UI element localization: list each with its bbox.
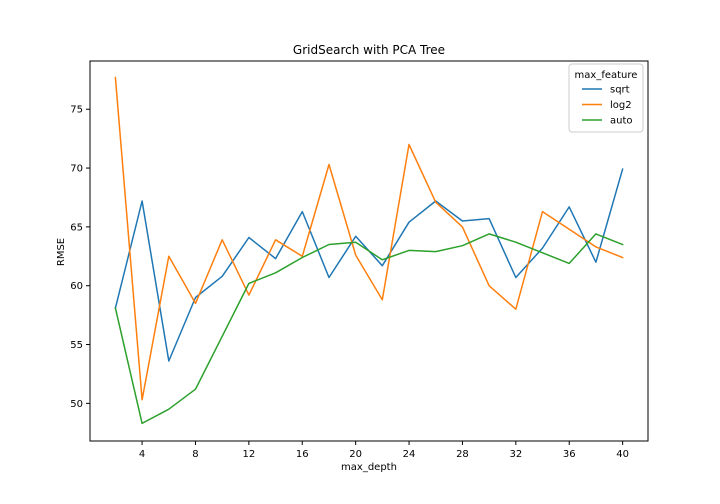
legend-label-log2: log2 [610, 100, 632, 111]
x-tick-label: 16 [296, 449, 309, 460]
y-tick-label: 50 [70, 399, 83, 410]
series-line-auto [114, 233, 624, 425]
x-tick-label: 4 [139, 449, 145, 460]
x-tick-label: 20 [349, 449, 362, 460]
x-tick-label: 40 [616, 449, 629, 460]
x-axis-title: max_depth [341, 462, 397, 473]
legend-label-sqrt: sqrt [610, 85, 630, 96]
series-line-sqrt [114, 168, 624, 362]
x-tick-label: 24 [403, 449, 416, 460]
y-tick-label: 55 [70, 340, 83, 351]
x-tick-label: 32 [509, 449, 522, 460]
y-axis-title: RMSE [56, 238, 67, 266]
series-line-log2 [114, 76, 624, 401]
y-tick-label: 75 [70, 105, 83, 116]
x-tick-label: 12 [242, 449, 255, 460]
y-tick-label: 70 [70, 164, 83, 175]
y-tick-label: 60 [70, 281, 83, 292]
chart-title: GridSearch with PCA Tree [293, 43, 445, 57]
x-tick-label: 36 [563, 449, 576, 460]
axes: 4 8 12 16 20 24 28 32 36 40 50 55 60 65 70 75 [70, 60, 649, 460]
x-tick-label: 28 [456, 449, 469, 460]
legend-box [568, 63, 644, 133]
plot-frame [89, 60, 649, 442]
plot-area [114, 76, 624, 425]
legend-title: max_feature [575, 70, 638, 81]
legend-label-auto: auto [610, 116, 633, 127]
x-tick-label: 8 [192, 449, 198, 460]
y-tick-label: 65 [70, 222, 83, 233]
